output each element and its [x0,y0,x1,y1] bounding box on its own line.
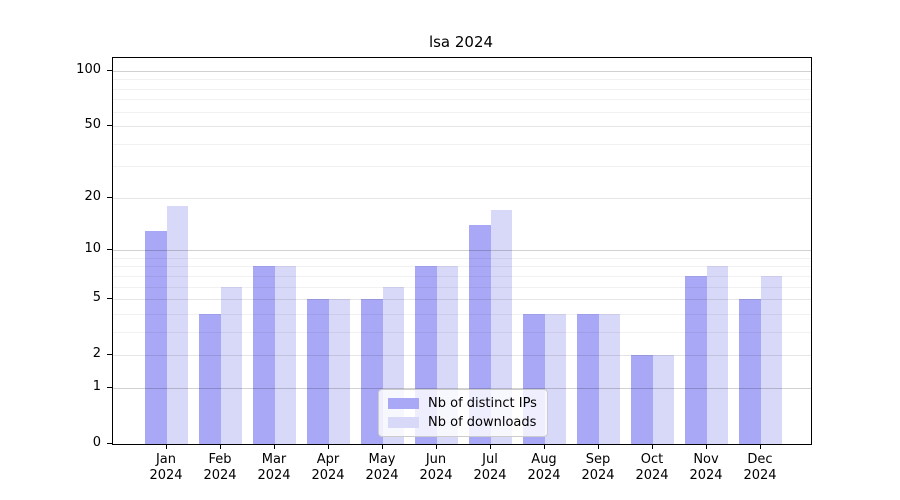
y-gridline-2 [113,355,811,356]
x-tick-label-jul: Jul 2024 [473,452,507,483]
bar-apr-distinct-ips [307,299,329,444]
x-tick-label-jun: Jun 2024 [419,452,453,483]
y-gridline-90 [113,79,811,80]
y-tick-label-2: 2 [92,346,101,361]
y-tick-mark-20 [107,197,112,198]
x-tick-mark-mar [274,444,275,449]
x-tick-mark-oct [652,444,653,449]
legend-swatch-distinct-ips [388,398,419,409]
y-tick-label-5: 5 [92,290,101,305]
y-tick-mark-0 [107,443,112,444]
x-tick-mark-may [382,444,383,449]
bar-may-distinct-ips [361,299,383,444]
x-tick-label-feb: Feb 2024 [203,452,237,483]
legend-swatch-downloads [388,417,419,428]
bar-feb-distinct-ips [199,313,221,444]
bar-oct-distinct-ips [631,355,653,444]
x-tick-label-dec: Dec 2024 [743,452,777,483]
x-tick-mark-apr [328,444,329,449]
legend-row-distinct-ips: Nb of distinct IPs [388,396,537,411]
y-gridline-1 [113,388,811,389]
bar-sep-downloads [598,313,620,444]
x-tick-label-jan: Jan 2024 [149,452,183,483]
y-tick-mark-5 [107,298,112,299]
y-tick-label-0: 0 [92,435,101,450]
x-tick-label-apr: Apr 2024 [311,452,345,483]
bar-jan-distinct-ips [145,230,167,444]
y-tick-label-1: 1 [92,379,101,394]
bar-jan-downloads [166,206,188,444]
x-tick-mark-feb [220,444,221,449]
y-gridline-30 [113,166,811,167]
plot-area: Nb of distinct IPs Nb of downloads [112,57,812,445]
bar-feb-downloads [220,286,242,444]
bar-apr-downloads [328,299,350,444]
x-tick-mark-nov [706,444,707,449]
legend: Nb of distinct IPs Nb of downloads [378,389,548,437]
bar-mar-distinct-ips [253,266,275,444]
x-tick-label-nov: Nov 2024 [689,452,723,483]
chart-title: lsa 2024 [428,33,494,51]
y-gridline-20 [113,198,811,199]
y-gridline-8 [113,266,811,267]
y-gridline-6 [113,287,811,288]
y-gridline-50 [113,126,811,127]
legend-row-downloads: Nb of downloads [388,415,537,430]
y-tick-label-20: 20 [84,189,101,204]
bar-sep-distinct-ips [577,313,599,444]
bar-dec-downloads [760,275,782,444]
y-tick-mark-2 [107,354,112,355]
legend-label-downloads: Nb of downloads [428,415,537,430]
x-tick-mark-dec [760,444,761,449]
y-tick-label-100: 100 [76,62,101,77]
y-gridline-60 [113,112,811,113]
x-tick-label-may: May 2024 [365,452,399,483]
y-tick-label-10: 10 [84,241,101,256]
y-gridline-40 [113,144,811,145]
y-tick-label-50: 50 [84,117,101,132]
bar-mar-downloads [274,266,296,444]
x-tick-mark-sep [598,444,599,449]
bar-nov-distinct-ips [685,275,707,444]
y-tick-mark-10 [107,249,112,250]
legend-label-distinct-ips: Nb of distinct IPs [428,396,537,411]
y-tick-mark-50 [107,125,112,126]
y-tick-mark-1 [107,387,112,388]
y-gridline-3 [113,332,811,333]
y-gridline-100 [113,71,811,72]
x-tick-label-aug: Aug 2024 [527,452,561,483]
bar-aug-downloads [544,313,566,444]
x-tick-mark-aug [544,444,545,449]
x-tick-mark-jan [166,444,167,449]
x-tick-mark-jul [490,444,491,449]
x-tick-label-mar: Mar 2024 [257,452,291,483]
y-gridline-9 [113,258,811,259]
y-gridline-7 [113,276,811,277]
y-gridline-10 [113,250,811,251]
bar-jul-downloads [490,210,512,444]
x-tick-label-oct: Oct 2024 [635,452,669,483]
x-tick-mark-jun [436,444,437,449]
bar-oct-downloads [652,355,674,444]
y-gridline-4 [113,314,811,315]
y-gridline-80 [113,89,811,90]
bar-nov-downloads [706,266,728,444]
bar-dec-distinct-ips [739,299,761,444]
y-gridline-5 [113,299,811,300]
x-tick-label-sep: Sep 2024 [581,452,615,483]
y-gridline-70 [113,99,811,100]
y-tick-mark-100 [107,70,112,71]
